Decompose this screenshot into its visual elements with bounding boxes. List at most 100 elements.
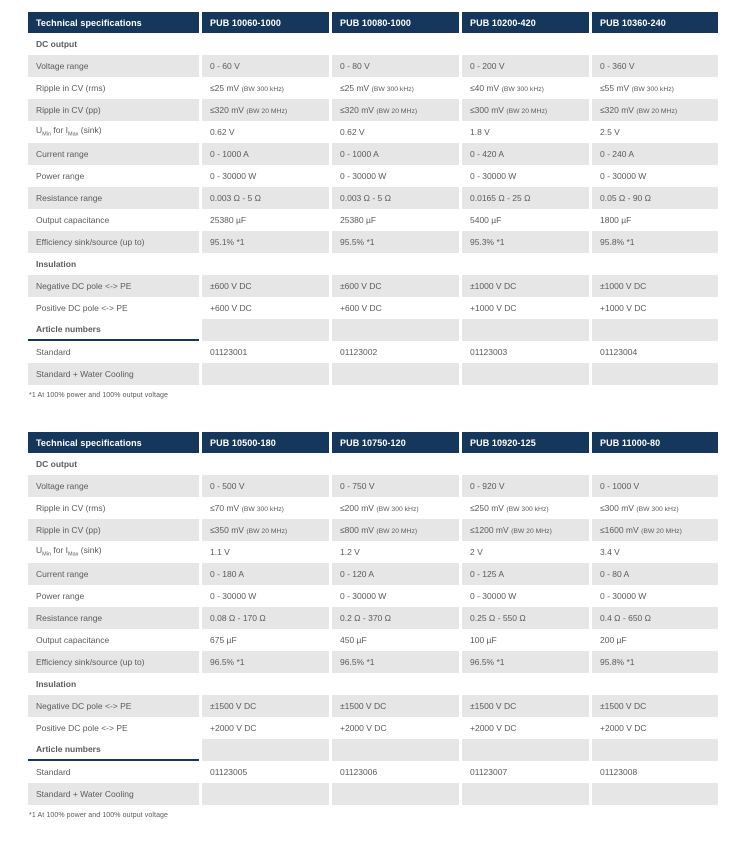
spec-row: Resistance range 0.08 Ω - 170 Ω 0.2 Ω - 37…: [28, 607, 718, 629]
row-label: Standard: [36, 347, 71, 357]
value-text: ≤320 mV: [600, 105, 637, 115]
value-cell: 95.5% *1: [329, 231, 459, 253]
value-text: ≤1600 mV: [600, 525, 642, 535]
subscript-text: Max: [68, 552, 79, 559]
value-cell: 0 - 360 V: [589, 55, 718, 77]
model-column-header: PUB 10080-1000: [329, 12, 459, 33]
value-cell: +2000 V DC: [199, 717, 329, 739]
value-cell: ≤40 mV (BW 300 kHz): [459, 77, 589, 99]
value-cell: 0.003 Ω - 5 Ω: [199, 187, 329, 209]
section-empty-cell: [199, 319, 329, 341]
value-cell: 1.8 V: [459, 121, 589, 143]
section-header: DC output: [36, 459, 78, 469]
row-label: Standard + Water Cooling: [28, 363, 199, 385]
row-label: Negative DC pole <-> PE: [28, 695, 199, 717]
value-cell: ≤300 mV (BW 20 MHz): [459, 99, 589, 121]
section-row: Article numbers: [28, 319, 718, 341]
value-cell: 0 - 30000 W: [589, 585, 718, 607]
row-label: Efficiency sink/source (up to): [28, 231, 199, 253]
model-column-header: PUB 10200-420: [459, 12, 589, 33]
section-empty-cell: [329, 739, 459, 761]
bandwidth-note: (BW 20 MHz): [641, 528, 682, 535]
spec-table-block-2: Technical specifications PUB 10500-180 PUB…: [28, 432, 718, 819]
section-empty-cell: [199, 673, 329, 695]
row-label: Current range: [28, 563, 199, 585]
value-cell: [459, 363, 589, 385]
section-row: Insulation: [28, 673, 718, 695]
value-cell: 01123007: [459, 761, 589, 783]
section-empty-cell: [589, 253, 718, 275]
value-cell: 0.003 Ω - 5 Ω: [329, 187, 459, 209]
bandwidth-note: (BW 300 kHz): [636, 506, 679, 513]
value-cell: 96.5% *1: [329, 651, 459, 673]
spec-row: Positive DC pole <-> PE +600 V DC +600 V D…: [28, 297, 718, 319]
value-cell: ≤300 mV (BW 300 kHz): [589, 497, 718, 519]
spec-row: Output capacitance 675 µF 450 µF 100 µF 200 …: [28, 629, 718, 651]
section-row: DC output: [28, 453, 718, 475]
spec-row: Standard 01123005 01123006 01123007 01123008: [28, 761, 718, 783]
row-label: Output capacitance: [36, 215, 110, 225]
value-text: ≤350 mV: [210, 525, 247, 535]
value-cell: [589, 363, 718, 385]
section-empty-cell: [459, 319, 589, 341]
row-label: Output capacitance: [36, 635, 110, 645]
bandwidth-note: (BW 300 kHz): [371, 86, 414, 93]
section-empty-cell: [199, 453, 329, 475]
model-column-header: PUB 10500-180: [199, 432, 329, 453]
model-column-header: PUB 10060-1000: [199, 12, 329, 33]
value-cell: 450 µF: [329, 629, 459, 651]
model-column-header: PUB 10360-240: [589, 12, 718, 33]
value-cell: ≤320 mV (BW 20 MHz): [589, 99, 718, 121]
value-cell: 1.2 V: [329, 541, 459, 563]
section-row: Insulation: [28, 253, 718, 275]
value-cell: ≤1600 mV (BW 20 MHz): [589, 519, 718, 541]
value-cell: 95.8% *1: [589, 651, 718, 673]
spec-row: Ripple in CV (rms) ≤25 mV (BW 300 kHz) ≤25…: [28, 77, 718, 99]
value-cell: ±600 V DC: [199, 275, 329, 297]
section-empty-cell: [589, 319, 718, 341]
value-cell: 25380 µF: [199, 209, 329, 231]
value-cell: ±1500 V DC: [459, 695, 589, 717]
value-cell: +2000 V DC: [329, 717, 459, 739]
value-cell: 0.05 Ω - 90 Ω: [589, 187, 718, 209]
row-label: Ripple in CV (rms): [36, 503, 106, 513]
value-cell: 01123004: [589, 341, 718, 363]
model-column-header: PUB 11000-80: [589, 432, 718, 453]
section-header: Insulation: [36, 679, 77, 689]
value-text: ≤25 mV: [210, 83, 242, 93]
value-cell: 01123006: [329, 761, 459, 783]
value-cell: 2 V: [459, 541, 589, 563]
row-label: Positive DC pole <-> PE: [36, 723, 128, 733]
row-label: Voltage range: [28, 475, 199, 497]
value-cell: ±1500 V DC: [329, 695, 459, 717]
value-cell: 0.62 V: [329, 121, 459, 143]
model-column-header: PUB 10920-125: [459, 432, 589, 453]
table-title-header: Technical specifications: [28, 432, 199, 453]
value-cell: 0.08 Ω - 170 Ω: [199, 607, 329, 629]
spec-table: Technical specifications PUB 10500-180 PUB…: [28, 432, 718, 805]
value-cell: [199, 783, 329, 805]
spec-table-container-2: Technical specifications PUB 10500-180 PUB…: [28, 432, 718, 805]
value-cell: ±1500 V DC: [589, 695, 718, 717]
value-cell: 0 - 30000 W: [459, 165, 589, 187]
value-text: ≤1200 mV: [470, 525, 512, 535]
model-column-header: PUB 10750-120: [329, 432, 459, 453]
bandwidth-note: (BW 300 kHz): [241, 86, 284, 93]
value-text: ≤300 mV: [470, 105, 507, 115]
value-cell: 0 - 30000 W: [329, 585, 459, 607]
subscript-text: Max: [68, 132, 79, 139]
bandwidth-note: (BW 20 MHz): [511, 528, 552, 535]
value-cell: 0 - 420 A: [459, 143, 589, 165]
value-cell: 96.5% *1: [199, 651, 329, 673]
value-text: ≤800 mV: [340, 525, 377, 535]
value-cell: 0 - 200 V: [459, 55, 589, 77]
spec-row: Efficiency sink/source (up to) 95.1% *1 95…: [28, 231, 718, 253]
section-header: DC output: [36, 39, 78, 49]
value-cell: ≤350 mV (BW 20 MHz): [199, 519, 329, 541]
section-empty-cell: [459, 673, 589, 695]
spec-row: Standard 01123001 01123002 01123003 01123004: [28, 341, 718, 363]
spec-row: Standard + Water Cooling: [28, 783, 718, 805]
